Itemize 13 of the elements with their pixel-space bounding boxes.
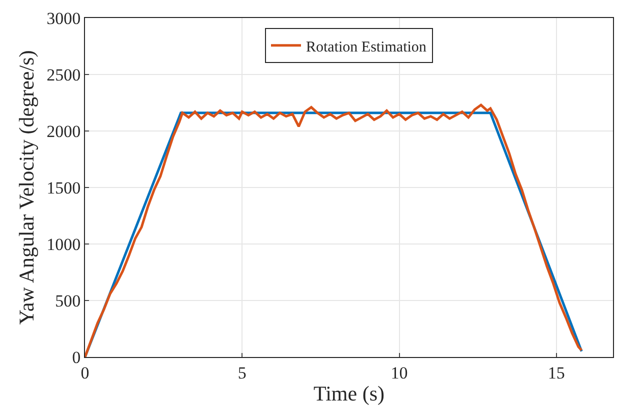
legend-label: Rotation Estimation: [306, 39, 427, 56]
y-tick-label: 2500: [46, 65, 81, 84]
x-tick-label: 10: [390, 363, 408, 382]
y-tick-label: 0: [72, 348, 81, 367]
x-tick-label: 15: [548, 363, 565, 382]
y-tick-label: 2000: [46, 122, 81, 141]
y-tick-label: 1500: [46, 178, 81, 198]
y-tick-label: 1000: [46, 234, 81, 254]
x-tick-label: 5: [238, 363, 246, 382]
x-axis-title: Time (s): [314, 382, 384, 406]
y-tick-label: 500: [55, 291, 81, 310]
y-axis-title: Yaw Angular Velocity (degree/s): [14, 50, 39, 325]
y-tick-label: 3000: [46, 8, 81, 28]
